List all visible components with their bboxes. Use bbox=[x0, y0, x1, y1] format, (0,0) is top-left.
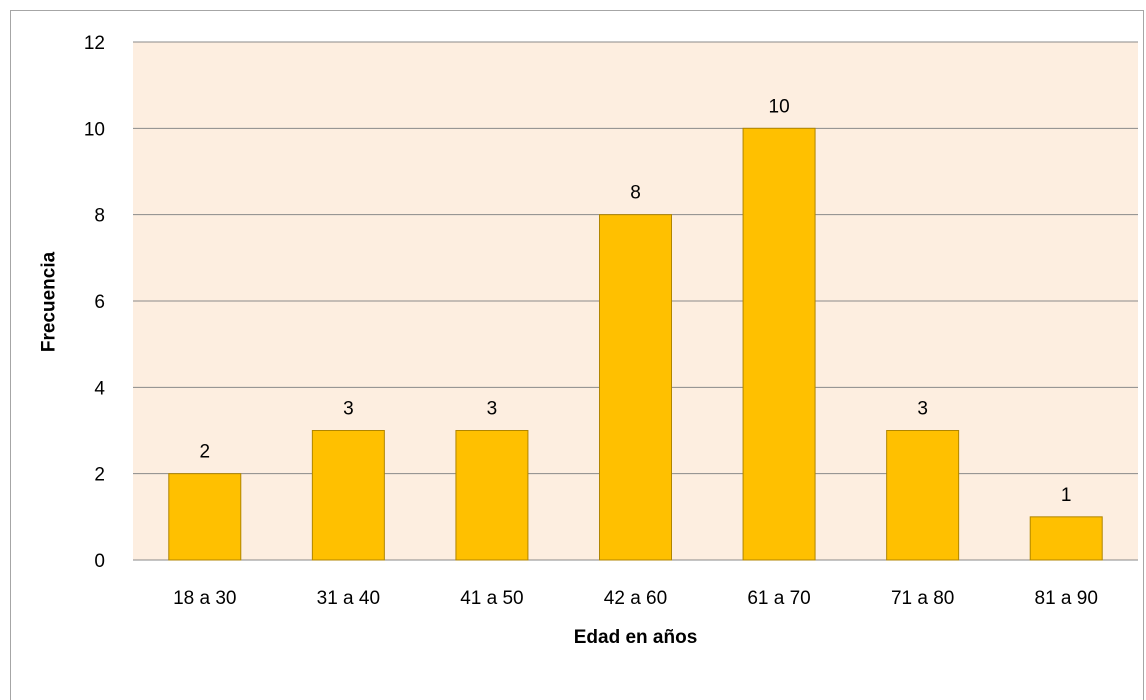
x-tick-label: 81 a 90 bbox=[1035, 588, 1098, 609]
data-label: 1 bbox=[1061, 485, 1072, 506]
data-label: 3 bbox=[917, 399, 928, 420]
x-tick-label: 31 a 40 bbox=[317, 588, 380, 609]
x-tick-label: 42 a 60 bbox=[604, 588, 667, 609]
data-label: 10 bbox=[769, 96, 790, 117]
bar bbox=[311, 430, 385, 561]
y-tick-label: 6 bbox=[94, 292, 105, 313]
y-tick-label: 12 bbox=[84, 33, 105, 54]
bars bbox=[168, 127, 1103, 561]
x-tick-label: 18 a 30 bbox=[173, 588, 236, 609]
chart-frame bbox=[10, 10, 1144, 700]
bar bbox=[168, 473, 242, 561]
x-tick-label: 41 a 50 bbox=[460, 588, 523, 609]
x-axis-ticks: 18 a 30 31 a 40 41 a 50 42 a 60 61 a 70 71 a … bbox=[173, 588, 1098, 609]
y-tick-label: 0 bbox=[94, 551, 105, 572]
y-tick-label: 4 bbox=[94, 378, 105, 399]
bar-chart: 2 3 3 8 10 3 1 0 2 4 6 8 10 12 18 a 30 31 a 40 41 a 50… bbox=[39, 33, 1138, 648]
y-axis-title: Frecuencia bbox=[39, 251, 60, 352]
x-axis-title: Edad en años bbox=[574, 627, 698, 648]
bar bbox=[742, 127, 816, 561]
x-tick-label: 61 a 70 bbox=[747, 588, 810, 609]
bar bbox=[886, 430, 960, 561]
data-labels: 2 3 3 8 10 3 1 bbox=[199, 96, 1071, 506]
y-tick-label: 2 bbox=[94, 465, 105, 486]
data-label: 8 bbox=[630, 183, 641, 204]
bar bbox=[1029, 516, 1103, 561]
bar bbox=[599, 214, 672, 561]
bar bbox=[455, 430, 529, 561]
data-label: 3 bbox=[343, 399, 354, 420]
data-label: 3 bbox=[487, 399, 498, 420]
data-label: 2 bbox=[199, 442, 210, 463]
y-tick-label: 10 bbox=[84, 119, 105, 140]
x-tick-label: 71 a 80 bbox=[891, 588, 954, 609]
y-axis-ticks: 0 2 4 6 8 10 12 bbox=[84, 33, 106, 572]
y-tick-label: 8 bbox=[94, 206, 105, 227]
